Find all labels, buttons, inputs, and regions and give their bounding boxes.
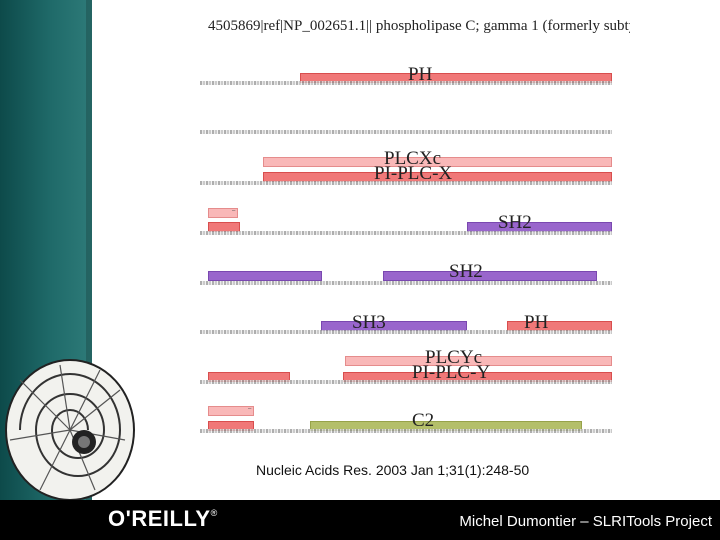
ph-label-2: PH — [524, 312, 549, 333]
nautilus-shell-image — [5, 359, 135, 501]
sh2-label-2: SH2 — [449, 261, 483, 282]
plcxc-label: PLCXc — [384, 148, 441, 169]
sequence-line-5 — [200, 281, 612, 285]
small-marker-1: – — [232, 208, 236, 214]
small-pink-bar-2 — [208, 406, 254, 416]
c2-label: C2 — [412, 410, 435, 431]
plcxc-domain-bar — [263, 157, 612, 167]
figure-title: 4505869|ref|NP_002651.1|| phospholipase … — [208, 18, 630, 34]
pi-plc-x-label: PI-PLC-X — [374, 163, 453, 184]
ph-label-1: PH — [408, 64, 433, 85]
plcyc-label: PLCYc — [425, 347, 482, 368]
small-marker-2: – — [248, 406, 252, 412]
registered-mark: ® — [210, 508, 218, 518]
sh2-domain-bar-2b — [383, 271, 597, 281]
pi-plc-y-label: PI-PLC-Y — [412, 362, 491, 383]
sequence-line-7 — [200, 380, 612, 384]
sequence-line-4 — [200, 231, 612, 235]
sh3-label: SH3 — [352, 312, 386, 333]
footer-bar — [0, 500, 720, 540]
oreilly-logo: O'REILLY® — [108, 506, 218, 532]
sequence-line-3 — [200, 181, 612, 185]
sh2-domain-bar-2a — [208, 271, 322, 281]
small-pink-bar-1 — [208, 208, 238, 218]
sequence-line-1 — [200, 81, 612, 85]
band-shade — [86, 0, 92, 500]
sh2-label-1: SH2 — [498, 212, 532, 233]
citation: Nucleic Acids Res. 2003 Jan 1;31(1):248-… — [256, 462, 530, 478]
logo-text: O'REILLY — [108, 506, 211, 531]
domain-architecture-figure: 4505869|ref|NP_002651.1|| phospholipase … — [196, 8, 630, 440]
sequence-line-8 — [200, 429, 612, 433]
author-credit: Michel Dumontier – SLRITools Project — [459, 513, 712, 530]
plcyc-domain-bar — [345, 356, 612, 366]
sequence-line-6 — [200, 330, 612, 334]
sequence-line-2 — [200, 130, 612, 134]
